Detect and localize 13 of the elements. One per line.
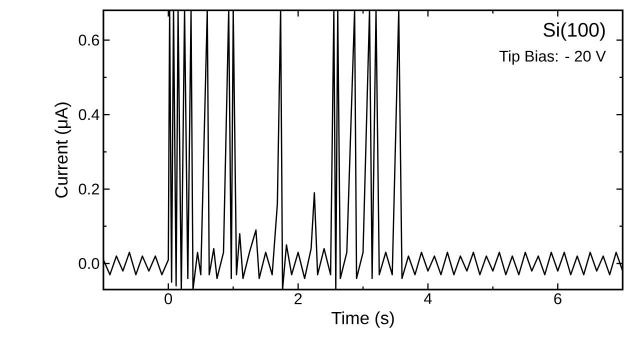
y-tick-label: 0.6	[78, 34, 100, 46]
x-axis-title: Time (s)	[332, 311, 394, 328]
y-tick-label: 0.4	[78, 109, 100, 120]
x-tick-label: 2	[294, 293, 302, 304]
annotation: Tip Bias: - 20 V	[499, 50, 606, 65]
y-tick-label: 0.2	[78, 184, 99, 195]
x-tick-label: 6	[554, 293, 562, 304]
y-tick-label: 0.0	[78, 258, 100, 270]
y-axis-title: Current (μA)	[54, 102, 72, 198]
x-tick-label: 0	[164, 293, 172, 304]
annotation: Si(100)	[544, 22, 605, 41]
line-series	[103, 10, 623, 290]
x-tick-label: 4	[424, 293, 432, 304]
